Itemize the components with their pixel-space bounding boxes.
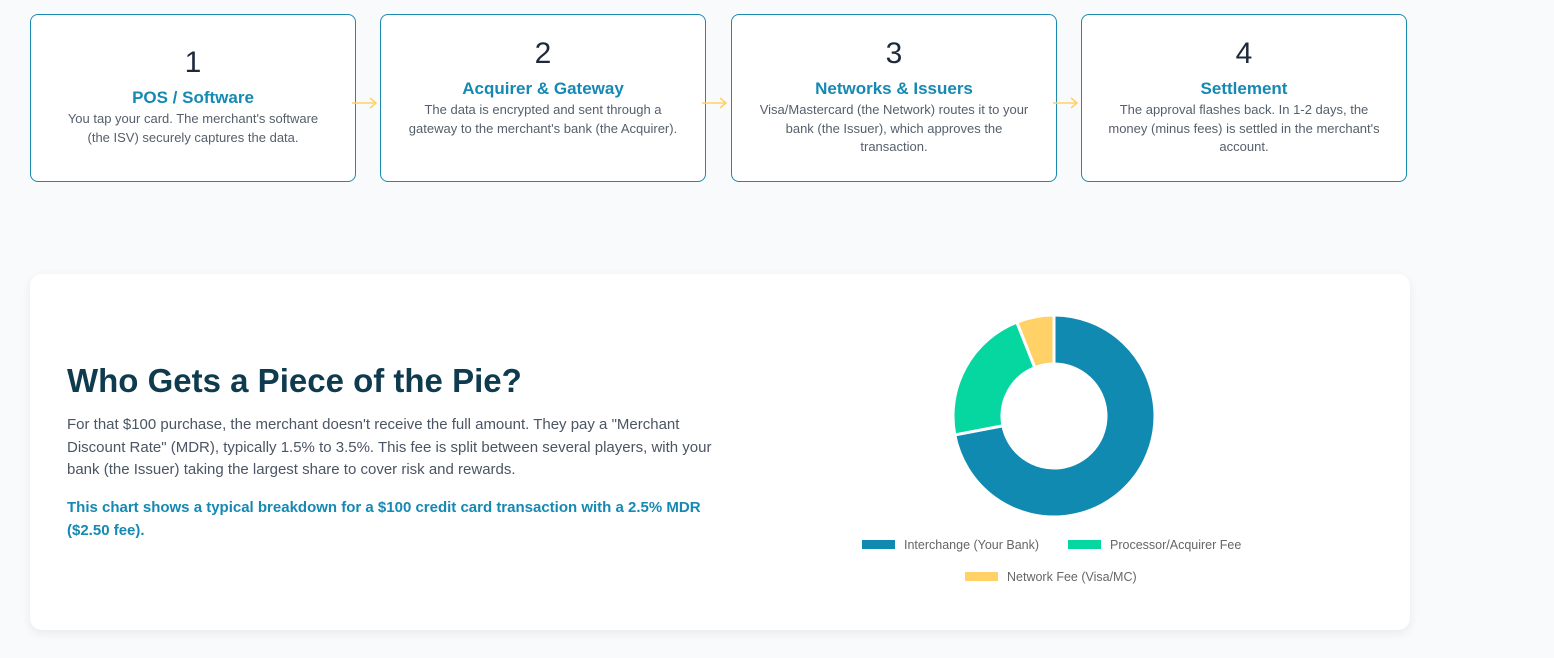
chart-note: This chart shows a typical breakdown for… [67,499,701,539]
legend-swatch [862,540,895,549]
process-flow: 1 POS / Software You tap your card. The … [30,14,1410,184]
step-number: 3 [885,37,903,70]
step-number: 1 [184,46,202,79]
step-title: Networks & Issuers [815,79,973,98]
legend-swatch [1068,540,1101,549]
section-title: Who Gets a Piece of the Pie? [67,362,522,399]
step-description: Visa/Mastercard (the Network) routes it … [759,102,1029,154]
step-description: The data is encrypted and sent through a… [408,102,678,136]
process-step-acquirer: 2 Acquirer & Gateway The data is encrypt… [380,14,706,182]
step-title: POS / Software [132,88,254,107]
step-title: Acquirer & Gateway [462,79,624,98]
step-number: 4 [1235,37,1253,70]
legend-label[interactable]: Interchange (Your Bank) [904,538,1039,552]
legend-label[interactable]: Processor/Acquirer Fee [1110,538,1241,552]
doughnut-slice[interactable] [1014,313,1056,370]
fee-breakdown-card: Who Gets a Piece of the Pie? For that $1… [30,274,1410,630]
step-title: Settlement [1200,79,1288,98]
process-step-pos: 1 POS / Software You tap your card. The … [30,14,356,182]
arrow-right-icon [352,97,378,109]
doughnut-slice[interactable] [951,320,1037,437]
process-step-networks: 3 Networks & Issuers Visa/Mastercard (th… [731,14,1057,182]
legend-label[interactable]: Network Fee (Visa/MC) [1007,570,1137,584]
fee-doughnut-chart: Interchange (Your Bank) Processor/Acquire… [862,313,1241,584]
step-number: 2 [534,37,552,70]
process-step-settlement: 4 Settlement The approval flashes back. … [1081,14,1407,182]
section-body: For that $100 purchase, the merchant doe… [67,416,712,478]
step-description: The approval flashes back. In 1-2 days, … [1108,102,1380,154]
legend-swatch [965,572,998,581]
step-description: You tap your card. The merchant's softwa… [67,111,319,145]
arrow-right-icon [702,97,728,109]
doughnut-slice[interactable] [953,313,1157,519]
arrow-right-icon [1053,97,1079,109]
